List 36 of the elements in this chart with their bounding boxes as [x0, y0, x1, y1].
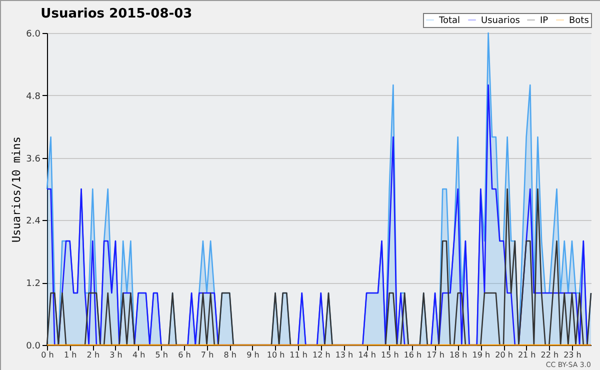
x-tick-label: 6 h	[178, 350, 191, 360]
x-tick-label: 22 h	[540, 350, 559, 360]
x-tick-label: 10 h	[266, 350, 285, 360]
x-tick-label: 19 h	[472, 350, 490, 360]
x-tick-label: 7 h	[200, 350, 214, 360]
x-tick-label: 1 h	[64, 350, 77, 360]
x-tick-label: 9 h	[246, 350, 260, 360]
x-tick-label: 5 h	[155, 350, 168, 360]
y-tick-label: 4.8	[26, 92, 41, 102]
y-tick-label: 0.0	[26, 342, 41, 352]
y-tick-label: 1.2	[26, 279, 40, 290]
y-tick-label: 3.6	[26, 154, 41, 164]
y-tick-label: 6.0	[26, 30, 41, 40]
x-tick-label: 14 h	[358, 350, 376, 360]
x-tick-label: 12 h	[312, 350, 330, 360]
y-tick-label: 2.4	[26, 216, 41, 227]
legend-label: Usuarios	[481, 16, 520, 26]
y-axis-title: Usuarios/10 mins	[10, 136, 24, 242]
legend-label: Total	[438, 16, 460, 26]
x-tick-label: 0 h	[41, 350, 54, 360]
x-tick-label: 3 h	[110, 350, 122, 360]
legend-label: IP	[540, 16, 549, 26]
legend-label: Bots	[569, 16, 590, 26]
x-tick-label: 18 h	[449, 350, 468, 360]
x-tick-label: 2 h	[86, 350, 100, 360]
x-tick-label: 15 h	[380, 350, 399, 360]
x-tick-label: 11 h	[290, 350, 308, 360]
x-tick-label: 4 h	[132, 350, 146, 360]
chart-title: Usuarios 2015-08-03	[40, 6, 192, 22]
x-tick-label: 23 h	[564, 350, 582, 360]
x-tick-label: 13 h	[335, 350, 354, 360]
x-tick-label: 8 h	[224, 350, 236, 360]
x-tick-label: 17 h	[426, 350, 444, 360]
x-tick-label: 21 h	[518, 350, 536, 360]
x-tick-label: 20 h	[495, 350, 513, 360]
x-tick-label: 16 h	[404, 350, 422, 360]
